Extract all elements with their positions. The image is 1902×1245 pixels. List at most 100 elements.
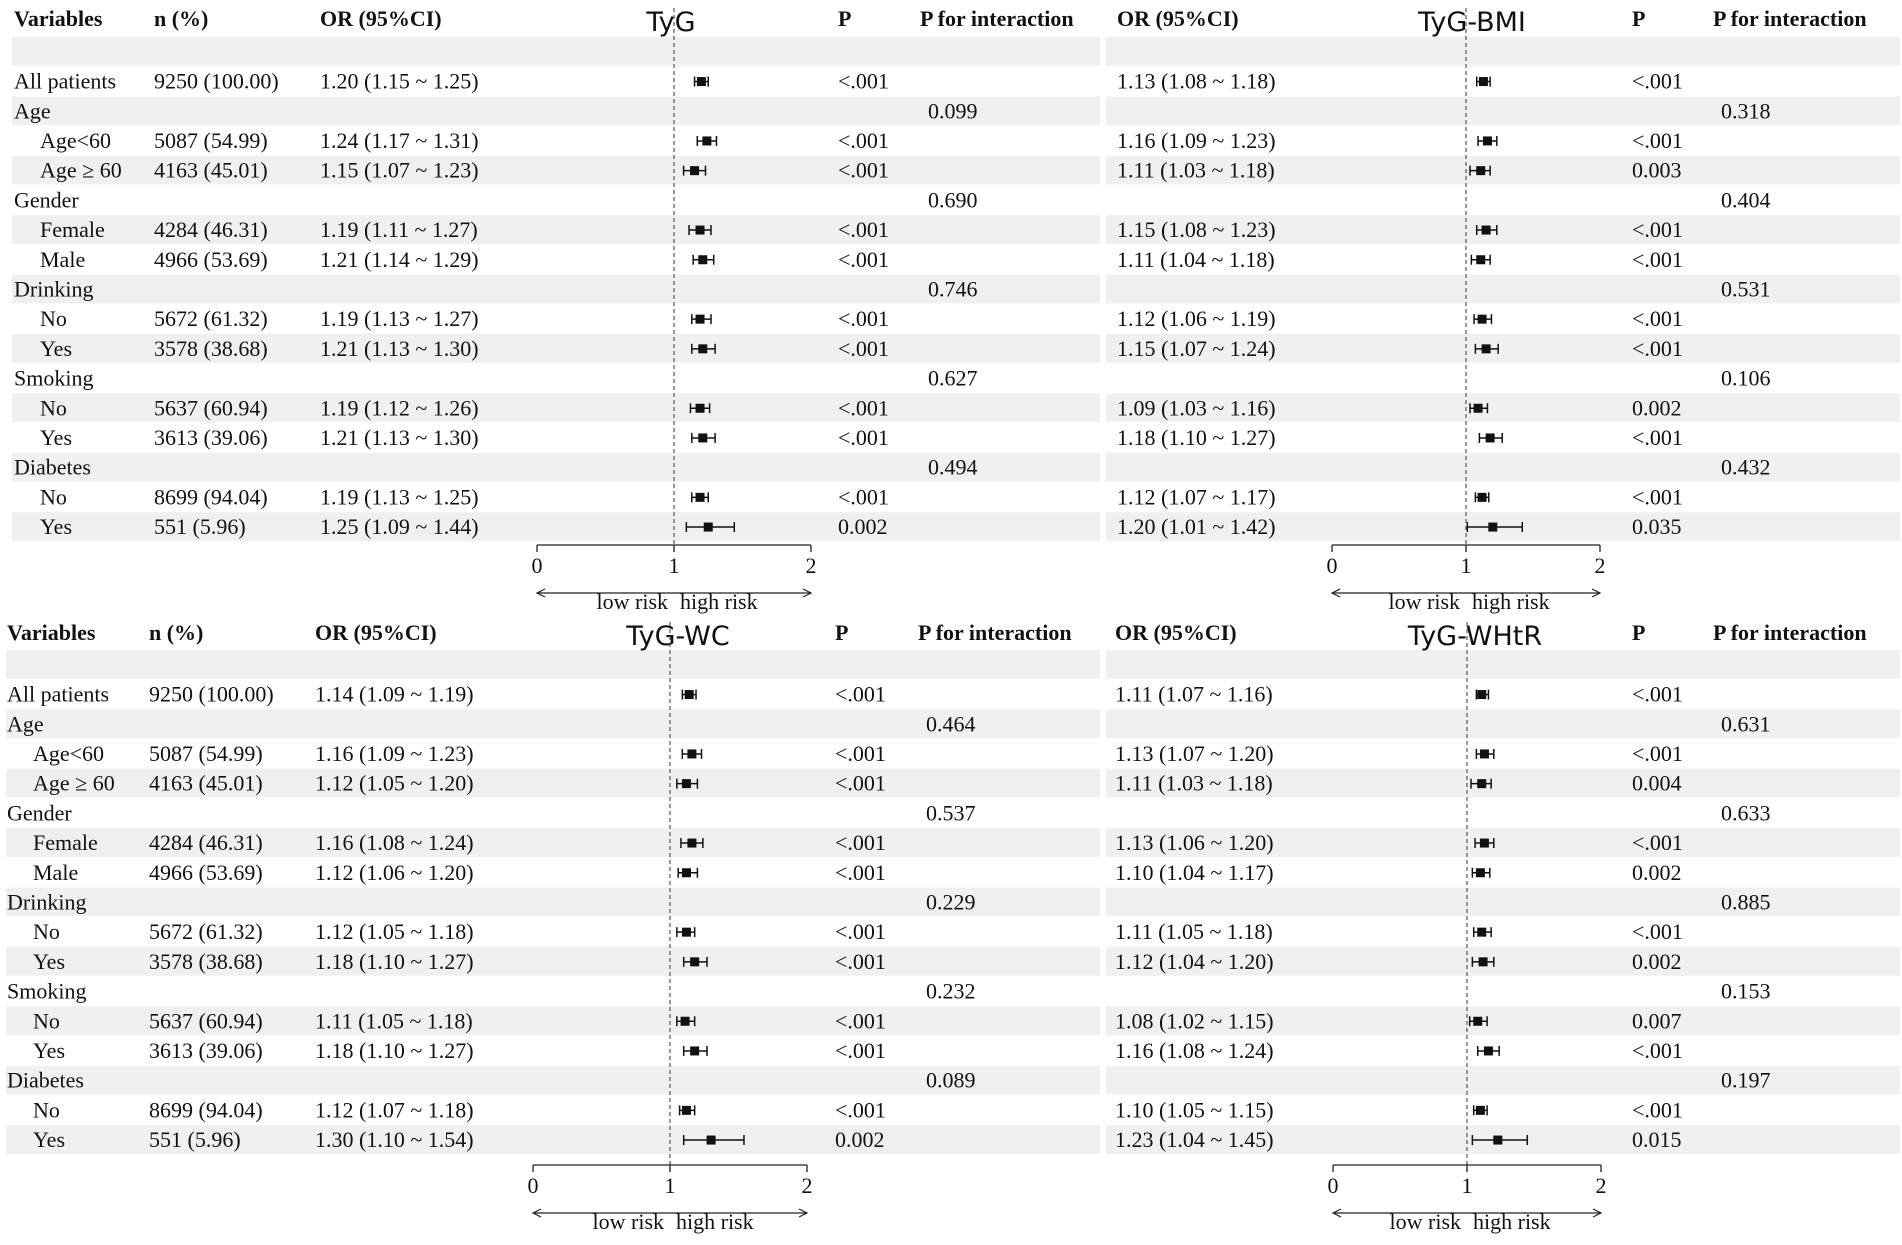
panel1-row-n: 8699 (94.04)	[154, 484, 268, 509]
panel1-row-p-interaction: 0.627	[928, 366, 978, 391]
panel3-row-stripe	[6, 768, 1100, 798]
panel1-row-p: 0.002	[838, 514, 888, 539]
panel3-row-label: Diabetes	[7, 1068, 84, 1093]
panel4-high-risk-label: high risk	[1473, 1209, 1551, 1234]
panel4-row-stripe	[1106, 828, 1900, 857]
panel1-row-n: 3578 (38.68)	[154, 336, 268, 361]
panel1-chart-title: TyG	[645, 7, 695, 38]
panel2-row-or: 1.18 (1.10 ~ 1.27)	[1117, 425, 1276, 450]
panel1-row-or: 1.25 (1.09 ~ 1.44)	[320, 514, 479, 539]
panel1-header-p: P	[838, 6, 851, 31]
panel3-row-label: Yes	[33, 949, 65, 974]
panel1-arrow-right-icon	[802, 588, 813, 598]
panel2-x-tick-label: 2	[1595, 553, 1606, 578]
panel4-point-estimate	[1483, 1046, 1493, 1056]
panel4-header-or: OR (95%CI)	[1115, 620, 1237, 645]
panel1-row-p: <.001	[838, 128, 889, 153]
panel3-row-or: 1.14 (1.09 ~ 1.19)	[315, 682, 474, 707]
panel3-row-label: All patients	[7, 682, 109, 707]
panel3-row-p: <.001	[835, 741, 886, 766]
panel1-row-p: <.001	[838, 217, 889, 242]
panel3-row-n: 4284 (46.31)	[149, 830, 263, 855]
panel4-row-p: 0.015	[1632, 1127, 1682, 1152]
panel2-row-p-interaction: 0.106	[1721, 366, 1771, 391]
panel3-row-n: 5637 (60.94)	[149, 1008, 263, 1033]
panel4-x-tick-label: 2	[1596, 1173, 1607, 1198]
panel1-low-risk-label: low risk	[597, 589, 669, 614]
panel1-row-or: 1.19 (1.12 ~ 1.26)	[320, 395, 479, 420]
panel2-row-p: <.001	[1632, 217, 1683, 242]
panel3-arrow-right-icon	[798, 1208, 809, 1218]
panel2-chart-title: TyG-BMI	[1417, 7, 1526, 38]
panel3-row-p-interaction: 0.089	[926, 1068, 976, 1093]
panel1-point-estimate	[698, 344, 708, 354]
panel3-row-n: 4163 (45.01)	[149, 771, 263, 796]
panel1-row-label: Age<60	[40, 128, 111, 153]
panel1-row-label: Smoking	[14, 366, 93, 391]
panel1-row-or: 1.24 (1.17 ~ 1.31)	[320, 128, 479, 153]
panel3-chart-title: TyG-WC	[625, 621, 729, 652]
panel2-row-or: 1.15 (1.08 ~ 1.23)	[1117, 217, 1276, 242]
panel1-row-label: Age ≥ 60	[40, 158, 122, 183]
panel4-row-p: <.001	[1632, 830, 1683, 855]
panel4-row-p-interaction: 0.197	[1721, 1068, 1771, 1093]
panel3-row-n: 4966 (53.69)	[149, 860, 263, 885]
panel1-x-tick-label: 0	[532, 553, 543, 578]
panel3-point-estimate	[681, 927, 691, 937]
panel2-row-or: 1.12 (1.06 ~ 1.19)	[1117, 306, 1276, 331]
panel1-row-label: Yes	[40, 336, 72, 361]
panel2-point-estimate	[1488, 522, 1498, 532]
panel4-row-p-interaction: 0.633	[1721, 800, 1771, 825]
panel2-arrow-right-icon	[1591, 588, 1602, 598]
panel4-row-or: 1.11 (1.07 ~ 1.16)	[1115, 682, 1273, 707]
panel4-point-estimate	[1479, 838, 1489, 848]
panel2-row-or: 1.09 (1.03 ~ 1.16)	[1117, 395, 1276, 420]
panel4-row-p-interaction: 0.631	[1721, 711, 1771, 736]
panel3-row-p: <.001	[835, 949, 886, 974]
panel4-row-or: 1.11 (1.03 ~ 1.18)	[1115, 771, 1273, 796]
panel2-low-risk-label: low risk	[1389, 589, 1461, 614]
panel1-point-estimate	[695, 225, 705, 235]
panel3-row-or: 1.11 (1.05 ~ 1.18)	[315, 1008, 473, 1033]
panel2-row-p-interaction: 0.531	[1721, 276, 1771, 301]
panel2-header-p-interaction: P for interaction	[1713, 6, 1867, 31]
panel1-row-n: 551 (5.96)	[154, 514, 246, 539]
panel2-point-estimate	[1476, 166, 1486, 176]
panel3-row-stripe	[6, 1065, 1100, 1095]
panel4-row-or: 1.13 (1.07 ~ 1.20)	[1115, 741, 1274, 766]
panel1-row-p-interaction: 0.494	[928, 455, 978, 480]
panel2-point-estimate	[1478, 77, 1488, 87]
panel4-row-p: 0.002	[1632, 949, 1682, 974]
panel3-row-stripe	[6, 1125, 1100, 1154]
panel2-row-stripe	[1106, 393, 1900, 423]
panel2-row-stripe	[1106, 96, 1900, 126]
panel1-row-p: <.001	[838, 306, 889, 331]
panel3-row-p: <.001	[835, 1038, 886, 1063]
panel1-row-p: <.001	[838, 69, 889, 94]
panel1-row-p: <.001	[838, 158, 889, 183]
panel3-row-label: Gender	[7, 800, 72, 825]
panel3-high-risk-label: high risk	[676, 1209, 754, 1234]
panel1-row-label: Yes	[40, 514, 72, 539]
panel4-point-estimate	[1477, 779, 1487, 789]
panel4-row-p: <.001	[1632, 1097, 1683, 1122]
panel1-row-stripe	[12, 96, 1100, 126]
panel3-row-label: Yes	[33, 1127, 65, 1152]
panel3-row-n: 9250 (100.00)	[149, 682, 274, 707]
panel3-point-estimate	[681, 1105, 691, 1115]
panel4-row-p-interaction: 0.153	[1721, 979, 1771, 1004]
panel3-row-n: 551 (5.96)	[149, 1127, 241, 1152]
panel1-row-stripe	[12, 393, 1100, 423]
panel1-row-or: 1.19 (1.13 ~ 1.25)	[320, 484, 479, 509]
panel2-row-p: <.001	[1632, 128, 1683, 153]
panel3-point-estimate	[684, 690, 694, 700]
panel1-high-risk-label: high risk	[680, 589, 758, 614]
panel1-row-stripe	[12, 274, 1100, 304]
panel4-row-or: 1.13 (1.06 ~ 1.20)	[1115, 830, 1274, 855]
panel3-header-variables: Variables	[7, 620, 96, 645]
panel1-row-n: 5087 (54.99)	[154, 128, 268, 153]
panel3-row-p-interaction: 0.464	[926, 711, 976, 736]
panel1-row-stripe	[12, 452, 1100, 482]
panel3-row-label: Age<60	[33, 741, 104, 766]
panel1-point-estimate	[698, 433, 708, 443]
